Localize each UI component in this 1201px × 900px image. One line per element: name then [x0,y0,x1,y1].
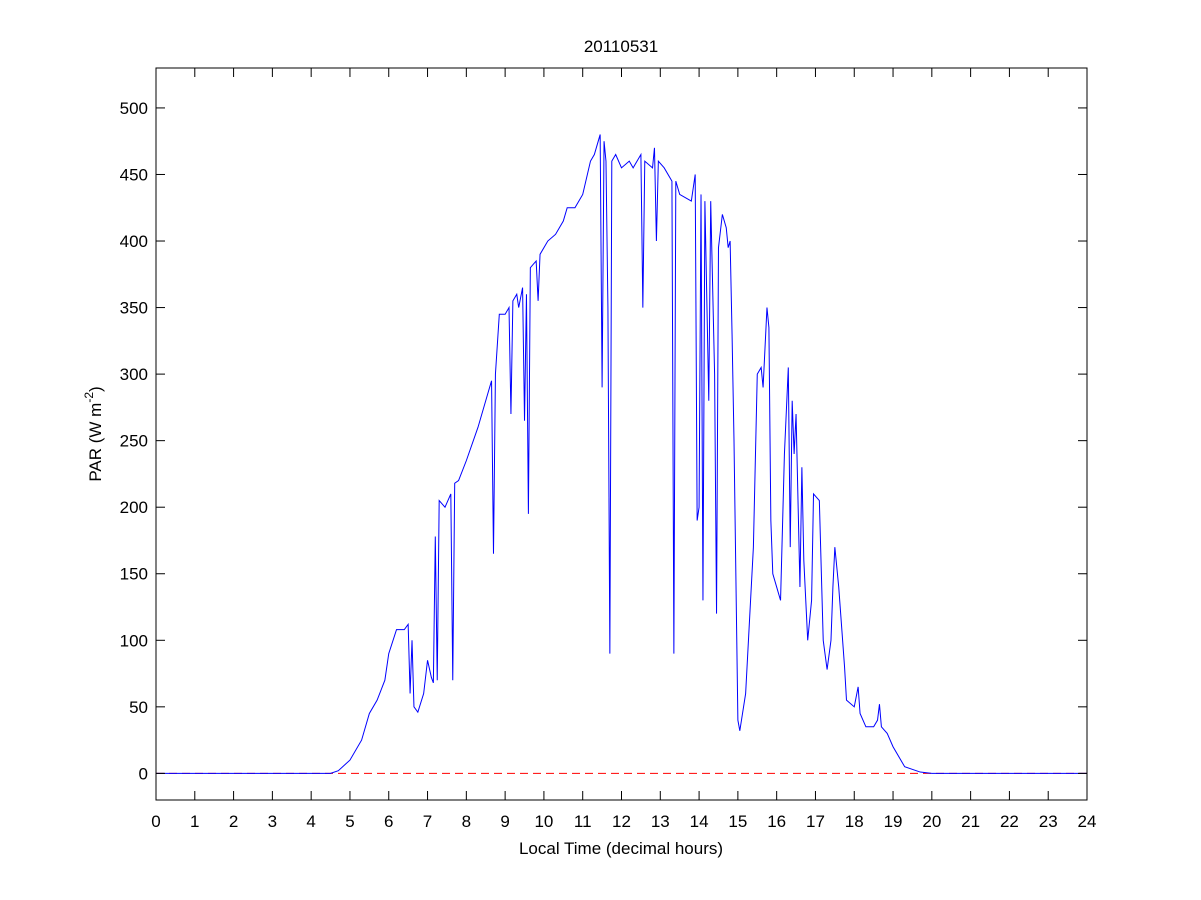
y-tick-label: 100 [120,631,148,650]
y-tick-label: 250 [120,432,148,451]
x-tick-label: 9 [500,812,509,831]
x-tick-label: 1 [190,812,199,831]
x-tick-label: 17 [806,812,825,831]
chart-title: 20110531 [584,37,658,56]
x-tick-label: 21 [961,812,980,831]
y-tick-label: 50 [129,698,148,717]
x-tick-label: 12 [612,812,631,831]
x-tick-label: 2 [229,812,238,831]
x-tick-label: 7 [423,812,432,831]
x-tick-label: 14 [690,812,709,831]
x-tick-label: 13 [651,812,670,831]
x-tick-label: 5 [345,812,354,831]
x-tick-label: 8 [462,812,471,831]
y-tick-label: 0 [139,764,148,783]
x-tick-label: 0 [151,812,160,831]
x-tick-label: 20 [922,812,941,831]
x-tick-label: 15 [728,812,747,831]
x-tick-label: 10 [534,812,553,831]
x-tick-label: 23 [1039,812,1058,831]
y-label-sup: -2 [82,392,96,403]
x-tick-label: 4 [306,812,315,831]
x-tick-label: 19 [884,812,903,831]
y-tick-label: 150 [120,565,148,584]
y-tick-label: 500 [120,99,148,118]
y-label-tail: ) [86,386,105,392]
x-axis-label: Local Time (decimal hours) [519,839,723,858]
x-tick-label: 22 [1000,812,1019,831]
y-tick-label: 350 [120,299,148,318]
x-tick-label: 6 [384,812,393,831]
x-tick-label: 18 [845,812,864,831]
data-line [156,134,1087,774]
x-tick-label: 24 [1078,812,1097,831]
y-axis-label: PAR (W m-2) [82,386,105,481]
x-tick-label: 16 [767,812,786,831]
x-tick-label: 11 [574,812,592,831]
x-tick-label: 3 [268,812,277,831]
y-tick-label: 200 [120,498,148,517]
y-tick-label: 450 [120,165,148,184]
y-label-text: PAR (W m [86,403,105,482]
y-tick-label: 300 [120,365,148,384]
y-tick-label: 400 [120,232,148,251]
